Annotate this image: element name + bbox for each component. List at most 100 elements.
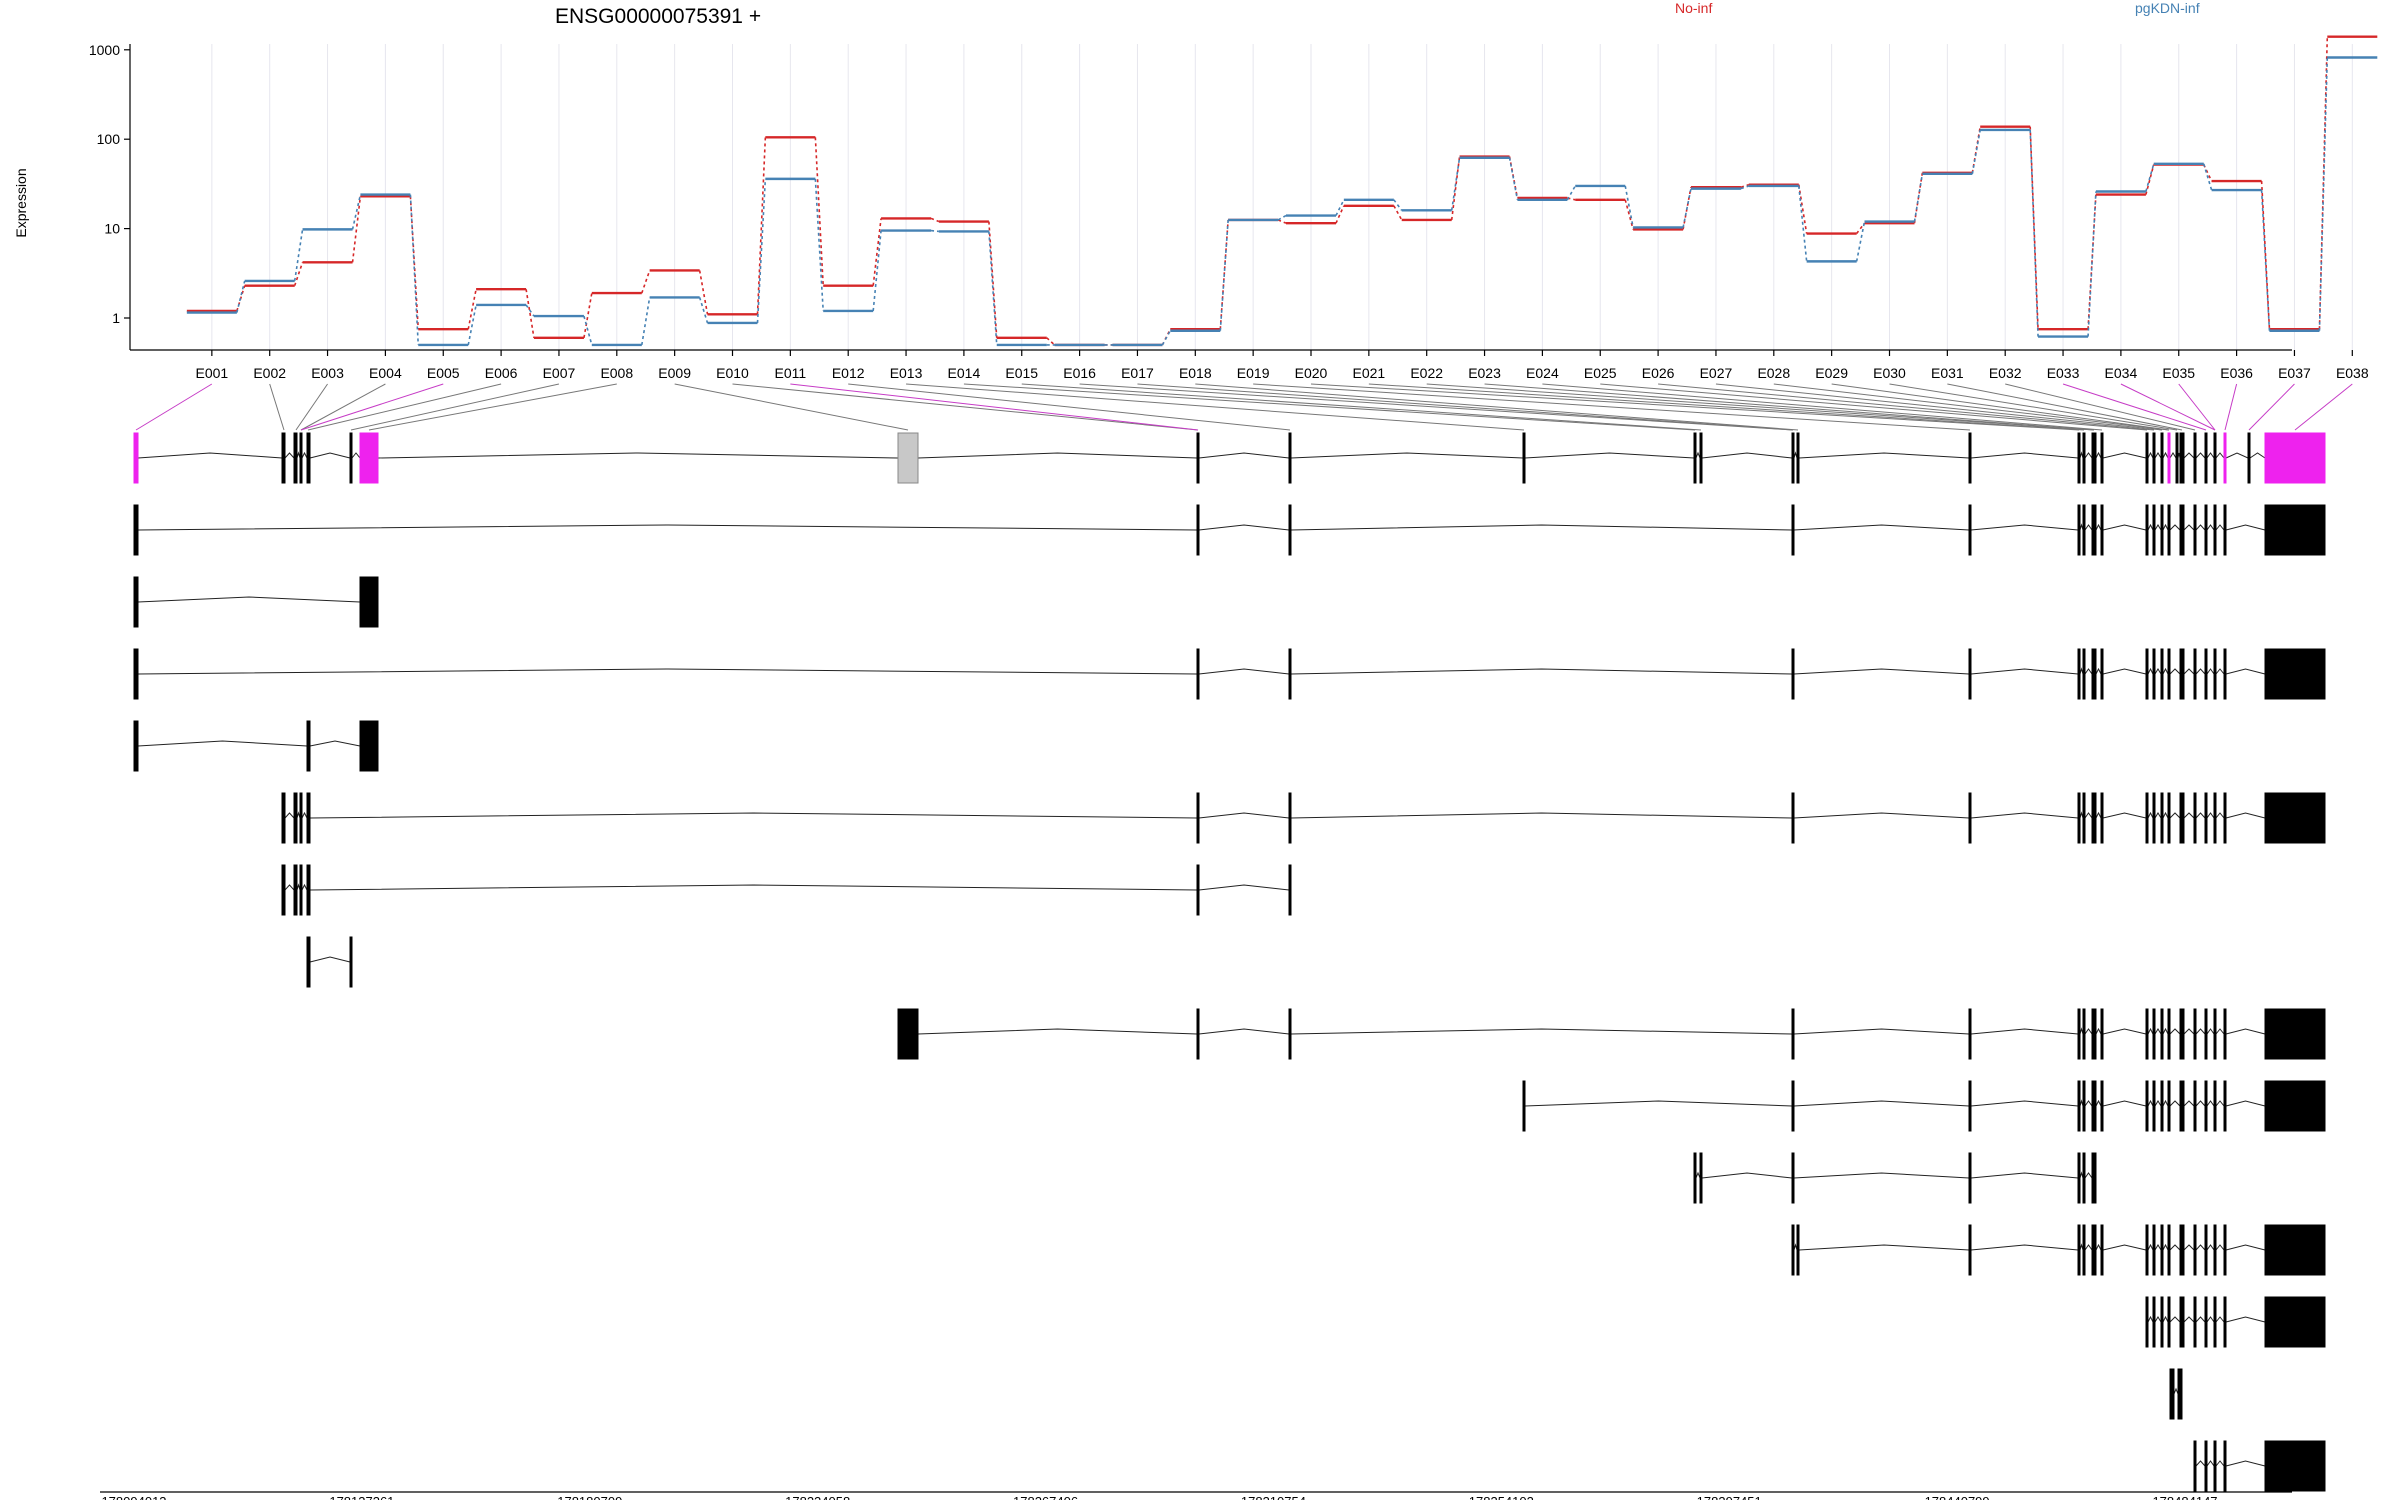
series-connector	[930, 217, 940, 223]
series-connector	[467, 304, 477, 346]
intron-line	[2195, 1460, 2206, 1467]
x-tick-label: E011	[775, 365, 807, 381]
intron-line	[2195, 812, 2206, 819]
transcript-track	[2193, 1440, 2326, 1492]
exon-block	[2077, 504, 2081, 556]
exon-block	[1968, 648, 1972, 700]
transcripts	[133, 504, 2326, 1492]
exon-block	[359, 576, 379, 628]
exon-block	[2264, 1440, 2326, 1492]
exon-block	[2077, 1224, 2081, 1276]
exon-block	[2223, 1224, 2227, 1276]
transcript-track	[2169, 1368, 2183, 1420]
intron-line	[1793, 812, 1970, 819]
exon-block	[1968, 1224, 1972, 1276]
exon-block	[1288, 1008, 1292, 1060]
intron-line	[1701, 1172, 1793, 1179]
exon-block	[2204, 1008, 2208, 1060]
intron-line	[1970, 1100, 2079, 1107]
exon-block	[2091, 792, 2097, 844]
intron-line	[2183, 1244, 2195, 1251]
exon-block	[1968, 504, 1972, 556]
transcript-track	[133, 648, 2326, 700]
exon-block	[359, 432, 379, 484]
exon-block	[306, 936, 311, 988]
exon-block	[2077, 792, 2081, 844]
exon-block	[133, 648, 139, 700]
exon-block	[2179, 1224, 2185, 1276]
series-connector	[814, 178, 824, 311]
y-axis-label: Expression	[13, 168, 29, 237]
exon-block	[306, 720, 311, 772]
exon-block	[2179, 432, 2185, 484]
x-tick-label: E003	[311, 365, 344, 381]
intron-line	[1793, 1172, 1970, 1179]
x-tick-label: E020	[1295, 365, 1328, 381]
exon-block	[2091, 432, 2097, 484]
intron-line	[2206, 668, 2215, 675]
genomic-tick-label: 178267406	[1013, 1494, 1078, 1500]
series-connector	[988, 221, 998, 338]
exon-block	[2213, 792, 2217, 844]
intron-line	[2162, 1099, 2169, 1107]
intron-line	[2249, 452, 2266, 459]
intron-line	[2162, 1315, 2169, 1323]
y-tick-label: 100	[97, 131, 121, 147]
intron-line	[301, 811, 308, 819]
series-connector	[351, 196, 362, 263]
x-tick-label: E007	[543, 365, 576, 381]
intron-line	[2215, 524, 2225, 531]
exon-block	[2160, 1008, 2164, 1060]
series-connector	[756, 178, 767, 324]
vertical-grid	[211, 44, 2353, 350]
series-connector	[2029, 129, 2039, 337]
exon-block	[2204, 1440, 2208, 1492]
intron-line	[1970, 812, 2079, 819]
series-connector	[1046, 337, 1056, 346]
intron-line	[2084, 1100, 2093, 1107]
intron-line	[2162, 811, 2169, 819]
exon-block	[2082, 1080, 2086, 1132]
intron-line	[2084, 668, 2093, 675]
exon-connector	[1715, 383, 2163, 431]
exon-block	[2145, 1008, 2149, 1060]
x-tick-label: E022	[1410, 365, 1443, 381]
intron-line	[2169, 812, 2181, 819]
genomic-tick-label: 178137361	[329, 1494, 394, 1500]
intron-line	[2183, 1316, 2195, 1323]
intron-line	[2084, 524, 2093, 531]
intron-line	[1290, 524, 1793, 531]
exon-block	[2160, 792, 2164, 844]
exon-block	[2100, 1224, 2104, 1276]
exon-block	[2167, 792, 2171, 844]
intron-line	[2147, 1027, 2154, 1035]
exon-block	[2091, 1008, 2097, 1060]
intron-line	[2195, 1244, 2206, 1251]
exon-block	[1791, 504, 1795, 556]
series-2	[186, 56, 2378, 347]
exon-connector	[1542, 383, 2103, 431]
exon-block	[2193, 504, 2197, 556]
intron-line	[137, 740, 308, 747]
exon-block	[2179, 1080, 2185, 1132]
y-tick-label: 10	[104, 221, 120, 237]
exon-block	[2100, 432, 2104, 484]
series-connector	[2145, 164, 2155, 195]
series-connector	[1682, 187, 1692, 230]
series-connector	[1508, 156, 1519, 199]
exon-block	[293, 864, 298, 916]
exon-block	[2082, 1152, 2086, 1204]
x-tick-label: E025	[1584, 365, 1617, 381]
series-connector	[1277, 219, 1287, 224]
intron-line	[1198, 884, 1290, 891]
exon-block	[2160, 1224, 2164, 1276]
intron-line	[2095, 523, 2102, 531]
series-connector	[1450, 157, 1461, 211]
intron-line	[1290, 668, 1793, 675]
exon-block	[2177, 1368, 2183, 1420]
exon-block	[2223, 1008, 2227, 1060]
intron-line	[1970, 524, 2079, 531]
intron-line	[2162, 451, 2169, 459]
series-connector	[698, 297, 709, 324]
exon-block	[2169, 1368, 2175, 1420]
